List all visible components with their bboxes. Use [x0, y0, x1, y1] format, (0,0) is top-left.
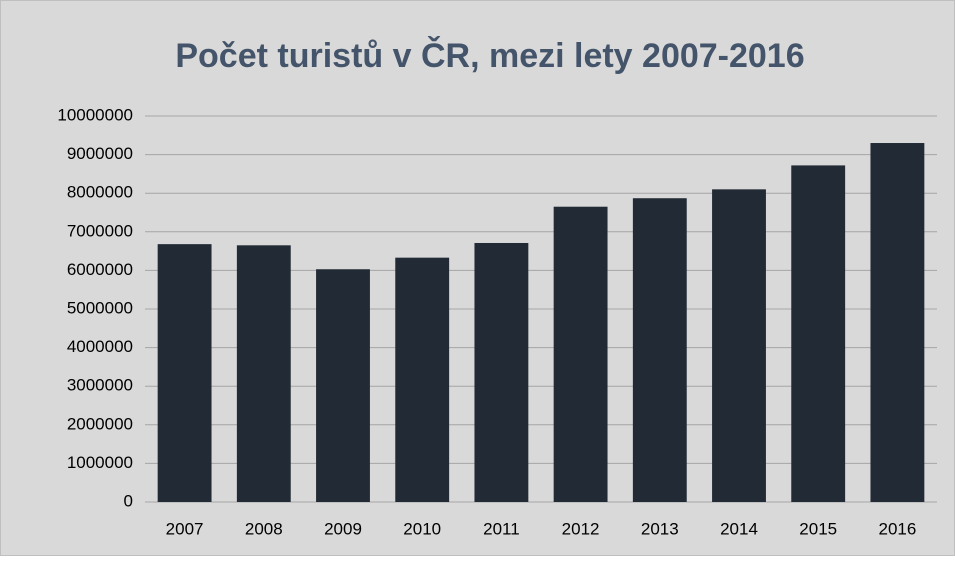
bar	[553, 206, 608, 502]
x-tick-label: 2013	[641, 519, 679, 538]
y-tick-label: 2000000	[67, 414, 133, 433]
x-tick-label: 2015	[799, 519, 837, 538]
y-tick-label: 6000000	[67, 260, 133, 279]
bar	[712, 189, 766, 502]
bar	[236, 245, 291, 502]
x-tick-label: 2011	[483, 519, 520, 538]
bar	[791, 165, 846, 502]
y-tick-label: 8000000	[67, 183, 133, 202]
x-tick-label: 2014	[720, 519, 758, 538]
x-tick-label: 2008	[245, 519, 283, 538]
x-tick-label: 2016	[878, 519, 916, 538]
y-tick-label: 0	[124, 491, 133, 510]
x-tick-label: 2012	[562, 519, 600, 538]
y-tick-label: 7000000	[67, 221, 133, 240]
chart-title: Počet turistů v ČR, mezi lety 2007-2016	[175, 36, 804, 75]
x-tick-label: 2007	[166, 519, 204, 538]
bar	[316, 269, 370, 502]
bar	[395, 257, 450, 502]
x-tick-label: 2010	[403, 519, 441, 538]
y-tick-label: 1000000	[67, 453, 133, 472]
x-tick-label: 2009	[324, 519, 362, 538]
y-tick-label: 5000000	[67, 298, 133, 317]
bar	[870, 143, 925, 502]
y-tick-label: 9000000	[67, 144, 133, 163]
y-tick-label: 3000000	[67, 376, 133, 395]
bar	[632, 198, 687, 502]
y-tick-label: 4000000	[67, 337, 133, 356]
y-tick-label: 10000000	[57, 105, 133, 124]
bar	[474, 242, 529, 502]
bar	[157, 244, 212, 503]
